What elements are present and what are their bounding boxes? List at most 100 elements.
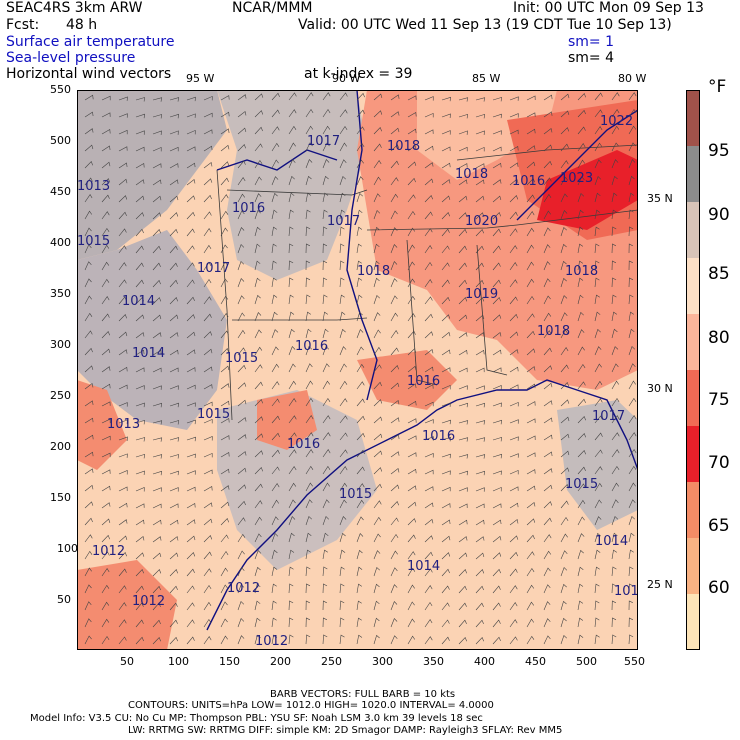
wind-barb: [356, 294, 363, 305]
wind-barb: [254, 364, 263, 373]
pressure-label: 1012: [132, 594, 165, 609]
wind-barb: [526, 313, 535, 322]
wind-barb: [203, 584, 212, 594]
wind-barb: [84, 434, 94, 441]
wind-barb: [594, 328, 601, 339]
k-index-label: at k-index = 39: [304, 66, 413, 82]
wind-barb: [373, 634, 380, 645]
wind-barb: [594, 363, 602, 373]
wind-barb: [271, 549, 278, 560]
wind-barb: [84, 111, 94, 118]
wind-barb: [339, 499, 347, 509]
pressure-label: 1022: [600, 114, 633, 129]
wind-barb: [475, 262, 484, 271]
state-boundary: [232, 317, 368, 321]
wind-barb: [356, 329, 364, 339]
wind-barb: [543, 635, 551, 645]
wind-barb: [118, 296, 127, 305]
wind-barb: [373, 433, 383, 441]
wind-barb: [271, 617, 277, 628]
pressure-label: 1020: [465, 214, 498, 229]
pressure-label: 1023: [560, 171, 593, 186]
wind-barb: [475, 536, 485, 543]
wind-barb: [135, 385, 145, 390]
wind-barb: [492, 486, 502, 492]
wind-barb: [390, 484, 400, 492]
wind-barb: [424, 469, 434, 475]
wind-barb: [492, 585, 501, 594]
wind-barb: [339, 125, 348, 135]
wind-barb: [288, 549, 295, 560]
wind-barb: [169, 585, 178, 594]
colorbar-block: [686, 146, 700, 203]
wind-barb: [390, 467, 400, 475]
wind-barb: [560, 600, 567, 611]
wind-barb: [611, 294, 617, 305]
wind-barb: [254, 381, 263, 390]
wind-barb: [135, 212, 145, 220]
wind-barb: [424, 551, 433, 560]
wind-barb: [611, 346, 619, 356]
wind-barb: [254, 260, 261, 271]
wind-barb: [169, 367, 179, 373]
wind-barb: [441, 568, 450, 577]
wind-barb: [628, 192, 635, 203]
wind-barb: [288, 516, 296, 526]
wind-barb: [441, 279, 450, 288]
wind-barb: [152, 385, 162, 390]
pressure-label: 1016: [295, 339, 328, 354]
wind-barb: [611, 432, 620, 441]
wind-barb: [543, 601, 551, 611]
wind-barb: [84, 261, 92, 271]
wind-barb: [152, 349, 162, 356]
wind-barb: [203, 194, 212, 203]
wind-barb: [152, 314, 162, 322]
wind-barb: [237, 635, 245, 645]
wind-barb: [101, 194, 110, 203]
lon-label: 85 W: [472, 72, 501, 85]
wind-barb: [118, 211, 127, 220]
wind-barb: [237, 329, 246, 339]
wind-barb: [509, 178, 519, 186]
wind-barb: [356, 499, 365, 509]
wind-barb: [254, 312, 262, 322]
wind-barb: [135, 296, 144, 305]
wind-barb: [101, 518, 111, 526]
wind-barb: [237, 243, 245, 254]
wind-barb: [152, 602, 161, 611]
wind-barb: [577, 533, 585, 543]
wind-barb: [577, 260, 584, 271]
wind-barb: [288, 294, 294, 305]
wind-barb: [560, 295, 568, 305]
wind-barb: [424, 279, 433, 288]
wind-barb: [356, 243, 362, 254]
wind-barb: [543, 417, 553, 424]
wind-barb: [271, 483, 280, 492]
wind-barb: [458, 503, 468, 509]
wind-barb: [254, 583, 261, 594]
wind-barb: [373, 600, 380, 611]
wind-barb: [220, 452, 230, 458]
wind-barb: [118, 453, 128, 458]
wind-barb: [271, 499, 280, 509]
wind-barb: [390, 517, 399, 526]
wind-barb: [492, 212, 501, 220]
model-info-2: LW: RRTMG SW: RRTMG DIFF: simple KM: 2D …: [128, 725, 563, 736]
wind-barb: [271, 311, 278, 322]
wind-barb: [169, 146, 179, 152]
wind-barb: [186, 602, 195, 611]
wind-barb: [84, 144, 94, 152]
wind-barb: [424, 194, 433, 203]
wind-barb: [628, 175, 635, 186]
wind-barb: [373, 294, 381, 305]
wind-barb: [560, 416, 570, 424]
wind-barb: [203, 211, 212, 220]
x-tick-label: 100: [168, 655, 189, 668]
wind-barb: [628, 243, 633, 254]
wind-barb: [611, 617, 617, 628]
wind-barb: [220, 227, 228, 237]
wind-barb: [441, 349, 451, 356]
wind-barb: [577, 433, 586, 441]
wind-barb: [203, 518, 213, 526]
wind-barb: [441, 179, 451, 186]
